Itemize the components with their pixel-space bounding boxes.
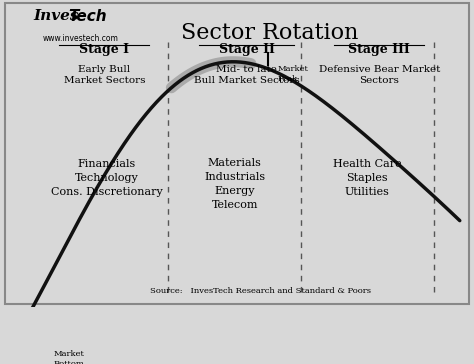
Text: Sector Rotation: Sector Rotation bbox=[182, 21, 359, 44]
Text: Financials
Technology
Cons. Discretionary: Financials Technology Cons. Discretionar… bbox=[51, 159, 163, 197]
Text: Health Care
Staples
Utilities: Health Care Staples Utilities bbox=[333, 159, 401, 197]
Text: Defensive Bear Market
Sectors: Defensive Bear Market Sectors bbox=[319, 64, 440, 85]
Text: Source:   InvesTech Research and Standard & Poors: Source: InvesTech Research and Standard … bbox=[150, 287, 371, 295]
Text: Market
Bottom: Market Bottom bbox=[53, 350, 84, 364]
Text: Stage II: Stage II bbox=[219, 43, 274, 56]
Text: Tech: Tech bbox=[69, 9, 107, 24]
Text: Stage III: Stage III bbox=[348, 43, 410, 56]
Text: Stage I: Stage I bbox=[79, 43, 129, 56]
Text: Mid- to late
Bull Market Sectors: Mid- to late Bull Market Sectors bbox=[193, 64, 300, 85]
Text: www.investech.com: www.investech.com bbox=[43, 34, 118, 43]
Text: Early Bull
Market Sectors: Early Bull Market Sectors bbox=[64, 64, 145, 85]
Text: Materials
Industrials
Energy
Telecom: Materials Industrials Energy Telecom bbox=[204, 158, 265, 210]
Text: Inves: Inves bbox=[33, 9, 79, 23]
FancyBboxPatch shape bbox=[5, 3, 469, 304]
Text: Market
Peak: Market Peak bbox=[277, 65, 308, 83]
